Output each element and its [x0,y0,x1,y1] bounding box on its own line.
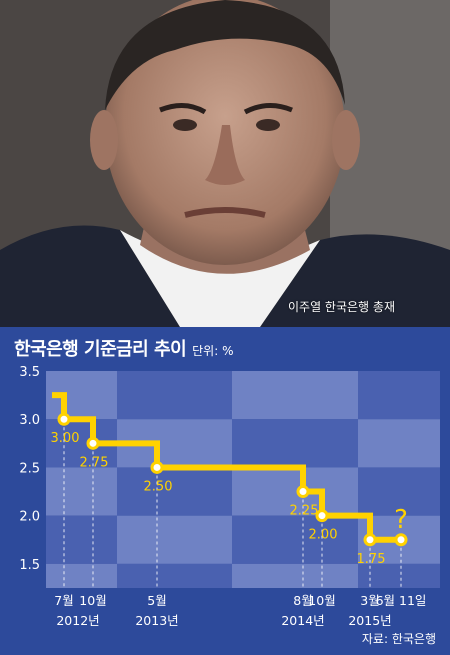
grid-band [358,371,440,420]
x-tick-month: 10월 [308,593,335,608]
data-label: 2.00 [309,528,338,543]
y-tick-label: 1.5 [19,558,40,573]
rate-point [363,533,377,547]
unit-label: 단위: % [192,344,234,358]
x-tick-month: 6월 11일 [376,593,427,608]
grid-band [46,515,117,564]
photo-caption: 이주열 한국은행 총재 [288,300,395,314]
rate-point [57,412,71,426]
rate-point [315,509,329,523]
rate-chart: 3.5 3.0 2.5 2.0 1.5 3.002.75 2.50 2.25 2.00 1.75… [19,365,440,628]
x-tick-month: 8월 [293,593,312,608]
guide-lines [63,427,402,589]
grid-band [117,515,232,564]
x-tick-year: 2015년 [348,613,391,628]
grid-band [232,419,358,468]
grid-band [232,467,358,516]
y-tick-label: 2.0 [19,510,40,525]
grid-band [117,563,232,588]
x-tick-month: 10월 [79,593,106,608]
data-label: 3.00 [51,431,80,446]
grid-band [358,419,440,468]
rate-points: 3.002.75 2.50 2.25 2.00 1.75? [51,412,408,567]
x-tick-month: 3월 [360,593,379,608]
x-tick-year: 2014년 [281,613,324,628]
y-tick-label: 3.5 [19,365,40,380]
data-label: 1.75 [357,552,386,567]
grid-band [232,563,358,588]
source-note: 자료: 한국은행 [361,632,436,646]
x-tick-month: 5월 [147,593,166,608]
x-axis: 7월 2012년 10월 5월 2013년 8월 2014년 10월 3월 2015년 6월 11일 [54,593,426,628]
x-tick-year: 2012년 [56,613,99,628]
portrait-photo: 이주열 한국은행 총재 [0,0,450,327]
rate-point [150,460,164,474]
question-annotation: ? [394,505,408,535]
y-axis: 3.5 3.0 2.5 2.0 1.5 [19,365,40,573]
chart-title: 한국은행 기준금리 추이 [14,339,187,360]
grid-band [117,371,232,420]
grid-band [358,563,440,588]
grid-band [117,467,232,516]
data-label: 2.25 [290,504,319,519]
grid-band [46,563,117,588]
grid-band [358,467,440,516]
grid-band [232,515,358,564]
y-tick-label: 2.5 [19,461,40,476]
grid-band [46,467,117,516]
rate-point [86,436,100,450]
chart-grid [46,371,440,588]
data-label: 2.75 [80,455,109,470]
grid-band [232,371,358,420]
x-tick-year: 2013년 [135,613,178,628]
y-tick-label: 3.0 [19,413,40,428]
rate-point [394,533,408,547]
portrait-illustration [0,0,450,327]
x-tick-month: 7월 [54,593,73,608]
data-label: 2.50 [144,479,173,494]
rate-point [296,485,310,499]
